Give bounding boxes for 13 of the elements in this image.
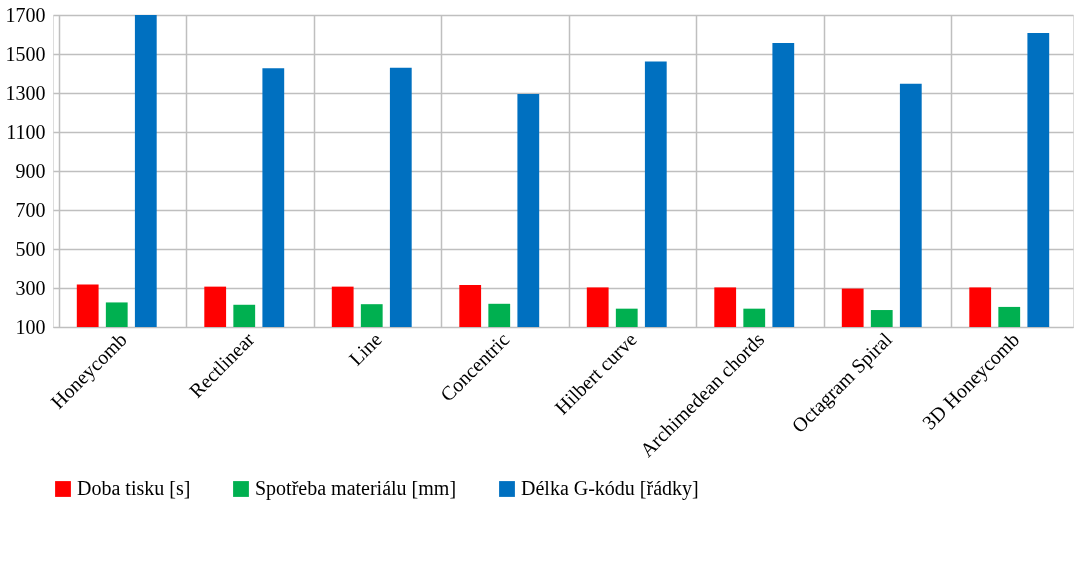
legend-label: Spotřeba materiálu [mm]	[255, 477, 457, 500]
y-tick-label: 1700	[5, 3, 46, 26]
y-tick-label: 500	[15, 237, 46, 260]
legend-label: Doba tisku [s]	[77, 477, 191, 499]
legend-label: Délka G-kódu [řádky]	[521, 477, 699, 500]
x-tick-label: Line	[344, 328, 386, 370]
y-tick-label: 100	[15, 315, 46, 338]
y-tick-label: 1100	[6, 120, 46, 143]
y-tick-label: 1300	[5, 81, 46, 104]
y-tick-label: 900	[15, 159, 46, 182]
y-tick-label: 700	[15, 198, 46, 221]
y-tick-label: 1500	[5, 42, 46, 65]
y-tick-label: 300	[15, 276, 46, 299]
